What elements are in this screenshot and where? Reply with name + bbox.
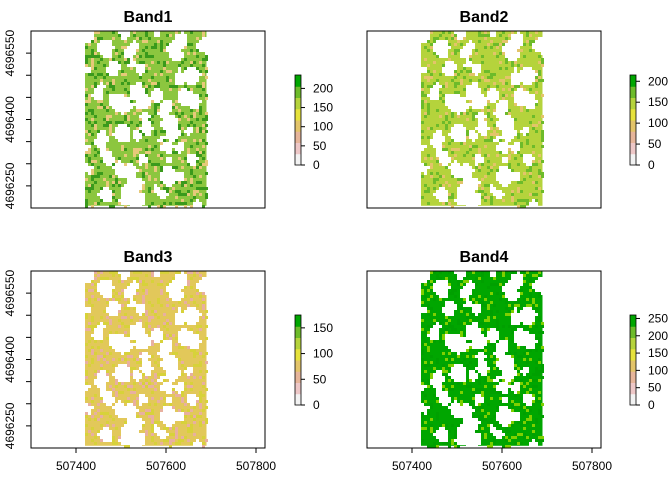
legend-tick-label: 100 <box>648 363 668 377</box>
legend-swatch <box>295 97 301 110</box>
legend-colorbar: 0 50 100 150 200 250 <box>629 311 668 412</box>
legend-swatch <box>630 382 636 395</box>
y-tick-label: 4696250 <box>3 162 17 209</box>
panel-band1: Band1 4696250 4696400 4696550 0 50 100 150 200 <box>3 9 333 209</box>
x-tick-label: 507400 <box>56 459 96 473</box>
legend-swatch <box>295 360 301 372</box>
legend-swatch <box>295 153 301 166</box>
legend-tick-label: 150 <box>313 321 333 335</box>
legend-swatch <box>295 326 301 338</box>
legend-swatch <box>630 97 636 110</box>
legend-swatch <box>630 371 636 383</box>
legend-tick-label: 50 <box>313 372 327 386</box>
legend-swatch <box>295 382 301 395</box>
legend-swatch <box>630 120 636 132</box>
panel-band4: Band4 507400 507600 507800 0 50 100 150 200 250 <box>366 249 668 473</box>
legend-swatch <box>295 348 301 361</box>
y-tick-label: 4696550 <box>3 29 17 76</box>
panel-band2: Band2 0 50 100 150 200 <box>366 9 668 209</box>
legend-swatch <box>295 315 301 327</box>
plot-frame <box>366 30 602 209</box>
legend-swatch <box>295 75 301 87</box>
x-tick-label: 507800 <box>572 459 612 473</box>
legend-swatch <box>295 131 301 143</box>
legend-tick-label: 150 <box>313 101 333 115</box>
legend-swatch <box>295 371 301 383</box>
legend-swatch <box>630 326 636 338</box>
panel-band3: Band3 4696250 4696400 4696550 507400 507600 50… <box>3 249 333 473</box>
raster-image <box>85 31 208 208</box>
y-tick-label: 4696400 <box>3 96 17 143</box>
legend-tick-label: 50 <box>313 139 327 153</box>
plot-frame <box>366 270 602 449</box>
legend-tick-label: 0 <box>313 158 320 172</box>
legend-colorbar: 0 50 100 150 200 <box>294 74 333 172</box>
legend-tick-label: 0 <box>648 158 655 172</box>
legend-swatch <box>295 86 301 98</box>
legend-swatch <box>630 348 636 361</box>
x-tick-label: 507600 <box>146 459 186 473</box>
legend-swatch <box>630 393 636 406</box>
legend-swatch <box>295 393 301 406</box>
legend-swatch <box>630 153 636 166</box>
x-tick-label: 507400 <box>392 459 432 473</box>
legend-swatch <box>295 142 301 155</box>
legend-tick-label: 100 <box>313 120 333 134</box>
x-tick-label: 507600 <box>482 459 522 473</box>
y-tick-label: 4696400 <box>3 336 17 383</box>
legend-swatch <box>630 86 636 98</box>
panel-title: Band2 <box>460 9 509 26</box>
y-tick-label: 4696250 <box>3 402 17 449</box>
legend-swatch <box>630 75 636 87</box>
panel-title: Band4 <box>460 249 509 266</box>
legend-colorbar: 0 50 100 150 200 <box>629 74 668 172</box>
legend-swatch <box>630 142 636 155</box>
legend-tick-label: 150 <box>648 95 668 109</box>
legend-tick-label: 50 <box>648 137 662 151</box>
legend-swatch <box>630 131 636 143</box>
legend-tick-label: 100 <box>648 116 668 130</box>
legend-colorbar: 0 50 100 150 <box>294 314 333 412</box>
legend-tick-label: 0 <box>648 398 655 412</box>
legend-tick-label: 0 <box>313 398 320 412</box>
legend-tick-label: 200 <box>648 74 668 88</box>
legend-swatch <box>295 337 301 350</box>
x-tick-label: 507800 <box>236 459 276 473</box>
legend-swatch <box>630 337 636 350</box>
legend-tick-label: 100 <box>313 347 333 361</box>
legend-tick-label: 50 <box>648 381 662 395</box>
raster-image <box>85 271 208 448</box>
raster-image <box>421 31 544 208</box>
y-tick-label: 4696550 <box>3 269 17 316</box>
legend-tick-label: 250 <box>648 311 668 325</box>
legend-tick-label: 200 <box>313 81 333 95</box>
legend-swatch <box>630 360 636 372</box>
legend-swatch <box>630 315 636 327</box>
panel-title: Band1 <box>124 9 173 26</box>
legend-tick-label: 150 <box>648 346 668 360</box>
legend-swatch <box>630 108 636 121</box>
panel-title: Band3 <box>124 249 173 266</box>
legend-swatch <box>295 108 301 121</box>
raster-image <box>421 271 544 448</box>
legend-tick-label: 200 <box>648 329 668 343</box>
legend-swatch <box>295 120 301 132</box>
